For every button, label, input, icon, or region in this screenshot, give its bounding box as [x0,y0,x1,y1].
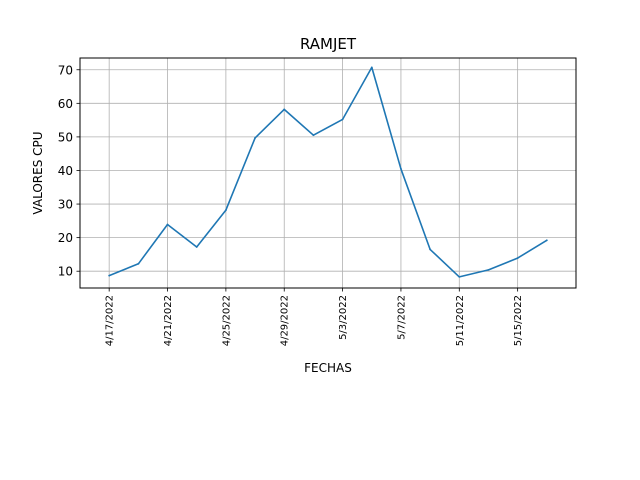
data-point [108,274,111,277]
data-point [516,257,519,259]
plot-area-frame [79,57,577,289]
x-tick-label: 5/7/2022 [396,295,407,340]
x-tick-label: 4/25/2022 [221,295,232,346]
chart-title: RAMJET [300,35,357,53]
data-point [487,269,490,271]
y-tick-label: 40 [58,164,73,178]
x-tick-label: 4/29/2022 [280,295,291,346]
data-point [137,262,140,265]
data-point [283,108,286,111]
y-tick-label: 10 [58,265,73,279]
series-line [108,66,548,278]
data-point [429,248,431,251]
data-point [195,246,198,248]
y-tick-label: 70 [58,63,73,77]
x-tick-label: 4/17/2022 [105,295,116,346]
data-point [545,239,548,242]
y-tick-label: 60 [58,97,73,111]
data-point [370,66,373,69]
series-layer [108,66,548,278]
x-axis-label: FECHAS [304,361,352,375]
data-point [225,209,227,212]
ticks: 10 20 30 40 50 60 70 4/17/2022 4/21/2022 4/25/202… [58,63,524,346]
grid [80,58,576,288]
data-point [400,167,402,170]
data-point [341,118,344,121]
y-axis-label: VALORES CPU [31,131,45,214]
data-point [254,137,256,139]
y-tick-label: 20 [58,231,73,245]
y-tick-label: 50 [58,130,73,144]
y-tick-label: 30 [58,198,73,212]
x-tick-label: 4/21/2022 [163,295,174,346]
data-point [166,223,169,226]
x-tick-label: 5/15/2022 [513,295,524,346]
data-point [312,134,315,137]
x-tick-label: 5/11/2022 [455,295,466,346]
x-tick-label: 5/3/2022 [338,295,349,340]
data-point [458,276,461,278]
